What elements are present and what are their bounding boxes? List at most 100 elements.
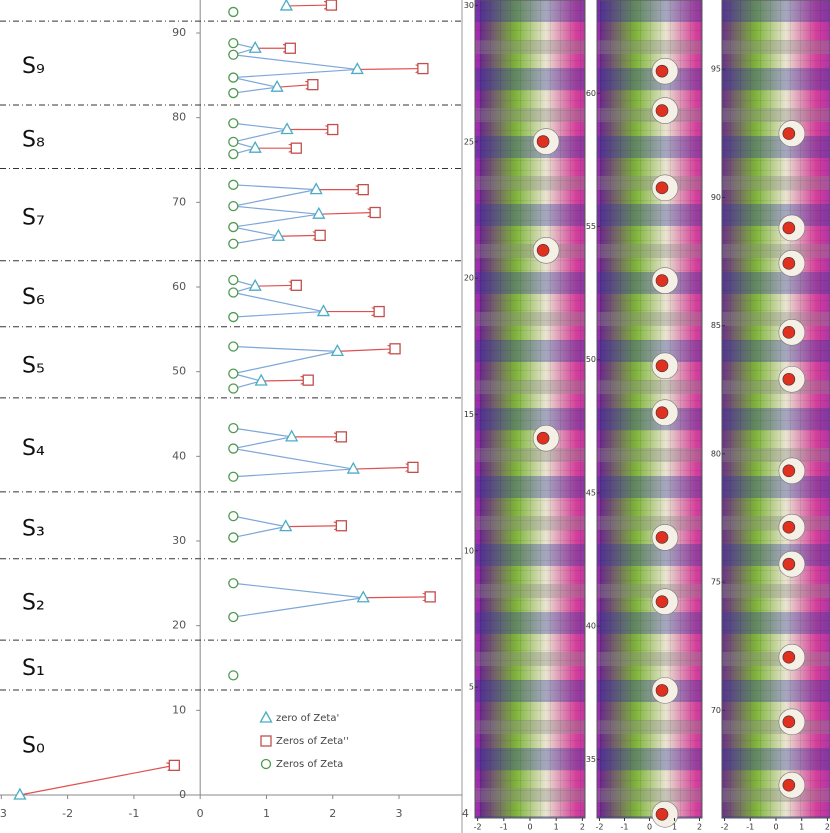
circle-marker: [228, 221, 239, 233]
panel-y-tick-label: 80: [711, 449, 721, 458]
zero-point: [782, 520, 796, 534]
panel-y-tick-label: 15: [464, 410, 474, 419]
circle-marker: [228, 383, 239, 394]
circle-marker: [228, 341, 239, 352]
square-marker: [327, 123, 339, 136]
x-tick-label: -1: [128, 807, 139, 820]
y-tick-label: 60: [172, 280, 186, 293]
zero-point: [782, 372, 796, 386]
domain-grid: [475, 0, 585, 818]
y-tick-label: 20: [172, 619, 186, 632]
x-tick-label: -2: [62, 807, 73, 820]
panel-y-tick-label: 5: [469, 683, 474, 692]
panel-x-tick-label: -1: [621, 823, 629, 832]
panel-x-tick-label: 0: [527, 823, 532, 832]
circle-marker: [228, 287, 239, 298]
panel-x-tick-label: 2: [697, 823, 702, 832]
zero-point: [655, 104, 669, 117]
arrow: [277, 85, 313, 88]
arrow: [278, 235, 320, 236]
link-line: [233, 345, 338, 352]
panel-y-tick-label: 30: [464, 1, 474, 10]
zero-point: [655, 531, 669, 544]
circle-marker: [228, 72, 239, 83]
panel-y-tick-label: 25: [464, 137, 474, 146]
panel-x-tick-label: 0: [647, 823, 652, 832]
triangle-marker: [248, 278, 262, 291]
triangle-marker: [259, 710, 273, 723]
circle-marker: [228, 274, 239, 286]
square-marker: [314, 229, 326, 242]
zero-point: [655, 359, 669, 373]
triangle-marker: [248, 40, 262, 53]
square-marker: [325, 0, 338, 11]
triangle-marker: [248, 140, 262, 153]
link-line: [233, 226, 279, 237]
square-marker: [335, 520, 348, 532]
link-line: [233, 68, 358, 79]
panel-x-tick-label: 2: [825, 823, 830, 832]
circle-marker: [260, 758, 272, 770]
zero-point: [655, 595, 669, 608]
link-line: [233, 86, 278, 94]
triangle-marker: [271, 228, 285, 241]
region-label: S₅: [22, 353, 45, 378]
panel-x-tick-label: 1: [799, 823, 804, 832]
zero-point: [782, 464, 796, 478]
zero-point: [536, 135, 550, 148]
triangle-marker: [280, 122, 294, 135]
triangle-marker: [279, 519, 293, 532]
legend-label: Zeros of Zeta'': [276, 736, 349, 747]
square-marker: [369, 206, 381, 219]
y-tick-label: 30: [172, 534, 186, 547]
link-line: [233, 597, 364, 618]
zero-point: [655, 64, 669, 78]
arrow: [255, 285, 296, 286]
region-label: S₂: [22, 590, 45, 615]
panel-x-tick-label: -2: [474, 823, 482, 832]
circle-marker: [228, 422, 239, 434]
panel-y-tick-label: 75: [711, 578, 721, 587]
circle-marker: [228, 471, 239, 482]
arrow: [353, 467, 413, 469]
link-line: [233, 526, 286, 539]
zero-point: [536, 431, 550, 445]
link-line: [233, 128, 288, 143]
circle-marker: [228, 510, 239, 522]
panel-y-tick-label: 40: [586, 622, 596, 631]
region-label: S₄: [22, 436, 45, 461]
zero-point: [782, 715, 796, 729]
zero-point: [782, 127, 796, 140]
triangle-marker: [312, 206, 326, 219]
arrow: [286, 5, 331, 6]
link-line: [233, 427, 292, 438]
zero-point: [782, 557, 796, 571]
square-marker: [260, 735, 272, 747]
arrow: [337, 349, 395, 352]
triangle-marker: [270, 79, 284, 92]
x-tick-label: 4: [462, 807, 469, 820]
square-marker: [335, 431, 348, 443]
circle-marker: [228, 136, 239, 148]
legend-label: Zeros of Zeta: [276, 759, 343, 770]
panel-y-tick-label: 10: [464, 546, 474, 555]
panel-x-tick-label: -2: [596, 823, 604, 832]
zero-point: [782, 221, 796, 235]
zero-point: [782, 650, 796, 664]
square-marker: [389, 343, 401, 355]
circle-marker: [228, 49, 239, 60]
zero-point: [655, 406, 669, 420]
region-label: S₉: [22, 54, 45, 79]
panel-y-tick-label: 20: [464, 274, 474, 283]
circle-marker: [228, 118, 239, 129]
square-marker: [290, 279, 302, 291]
link-line: [233, 213, 319, 228]
link-line: [233, 76, 278, 88]
x-tick-label: 0: [197, 807, 204, 820]
panel-x-tick-label: 1: [554, 823, 559, 832]
circle-marker: [228, 238, 239, 249]
region-label: S₈: [22, 128, 45, 153]
link-line: [233, 122, 288, 131]
region-label: S₁: [22, 656, 45, 681]
y-tick-label: 50: [172, 365, 186, 378]
